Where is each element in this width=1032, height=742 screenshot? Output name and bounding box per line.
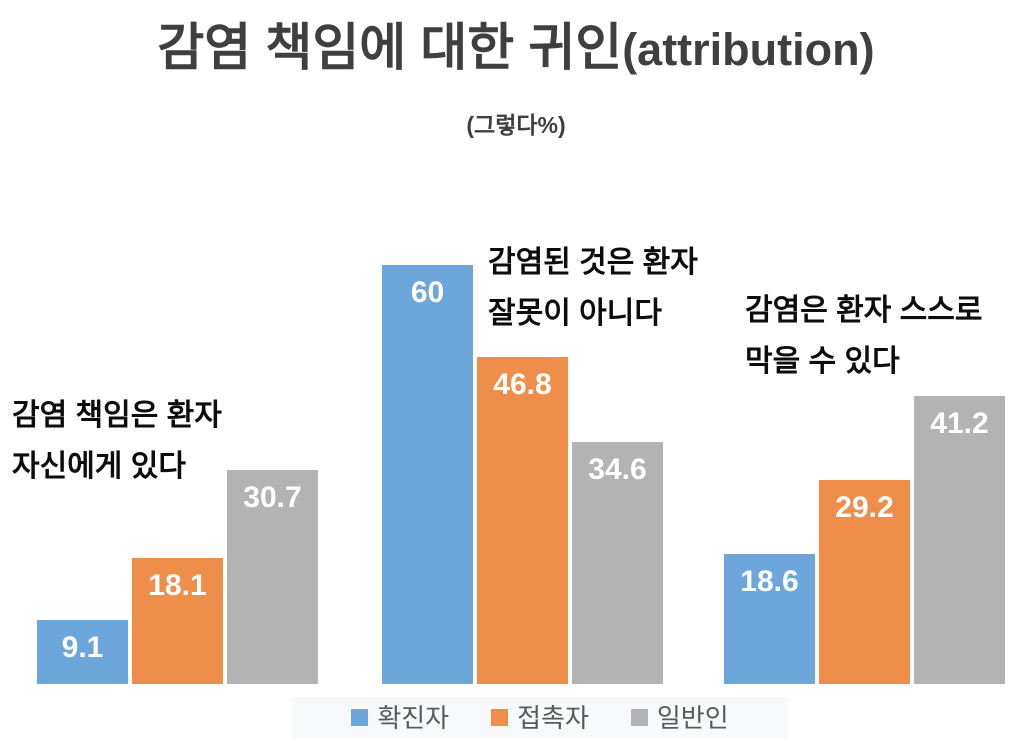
category-label-group3: 감염은 환자 스스로 막을 수 있다 xyxy=(745,294,983,378)
legend-label: 접촉자 xyxy=(517,702,589,733)
chart-title: 감염 책임에 대한 귀인(attribution) xyxy=(0,18,1032,80)
bar-value-label: 41.2 xyxy=(930,407,989,440)
bar-group2-series3: 34.6 xyxy=(572,442,663,684)
bar-value-label: 30.7 xyxy=(243,481,302,514)
bar-value-label: 46.8 xyxy=(493,368,552,401)
chart-legend: 확진자 접촉자 일반인 xyxy=(292,697,788,738)
bar-group2-series2: 46.8 xyxy=(477,357,568,684)
legend-swatch-icon xyxy=(630,709,648,726)
legend-swatch-icon xyxy=(351,709,369,726)
bar-value-label: 60 xyxy=(410,276,445,309)
bar-group3-series1: 18.6 xyxy=(724,554,815,684)
bar-group2-series1: 60 xyxy=(382,265,473,684)
legend-label: 일반인 xyxy=(656,702,729,733)
bar-group3-series3: 41.2 xyxy=(914,396,1005,684)
bar-group1-series1: 9.1 xyxy=(37,620,128,684)
bar-group1-series3: 30.7 xyxy=(227,470,318,684)
chart-subtitle: (그렇다%) xyxy=(466,112,566,138)
legend-label: 확진자 xyxy=(377,702,450,733)
bar-group1-series2: 18.1 xyxy=(132,558,223,684)
bar-group3-series2: 29.2 xyxy=(819,480,910,684)
category-label-group1: 감염 책임은 환자 자신에게 있다 xyxy=(12,399,222,483)
legend-item-series2: 접촉자 xyxy=(491,705,589,731)
bar-value-label: 34.6 xyxy=(588,453,647,486)
bar-value-label: 9.1 xyxy=(61,631,104,664)
bar-value-label: 18.1 xyxy=(148,569,207,602)
legend-item-series3: 일반인 xyxy=(630,702,729,733)
bar-value-label: 29.2 xyxy=(835,491,894,524)
legend-item-series1: 확진자 xyxy=(351,705,449,731)
category-label-group2: 감염된 것은 환자 잘못이 아니다 xyxy=(488,246,698,330)
bar-value-label: 18.6 xyxy=(740,565,799,598)
chart-title-korean: 감염 책임에 대한 귀인 xyxy=(157,19,623,76)
legend-swatch-icon xyxy=(491,709,509,726)
chart-title-attribution: (attribution) xyxy=(622,24,875,75)
